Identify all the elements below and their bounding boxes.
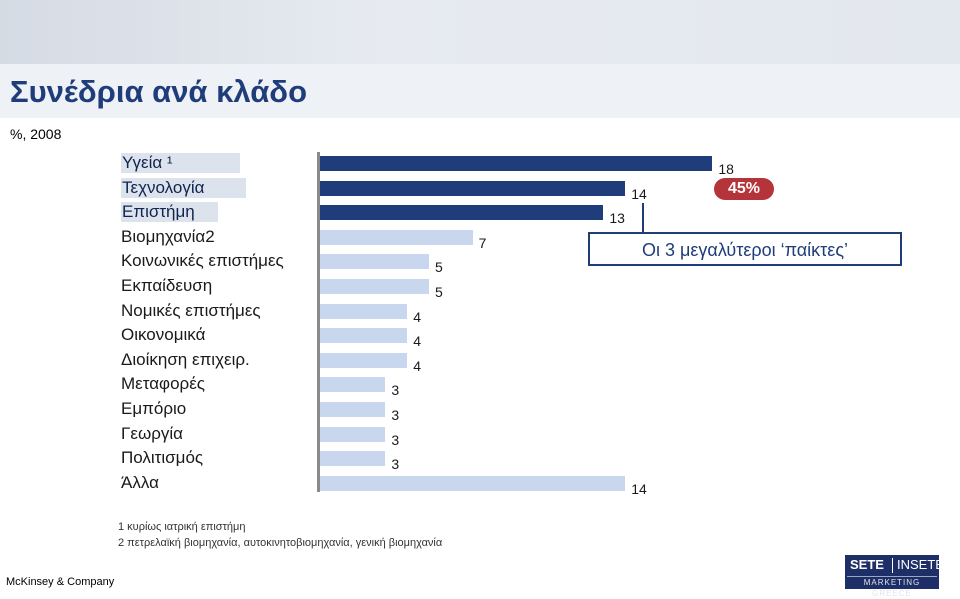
category-label: Οικονομικά [121,325,206,345]
value-label: 4 [413,357,421,374]
bar [320,156,713,171]
category-label: Επιστήμη [121,202,218,223]
logo-text-left: SETE [850,557,884,572]
bar [320,180,626,196]
callout-text: Οι 3 μεγαλύτεροι ‘παίκτες’ [642,240,848,260]
bar [320,451,386,467]
bar [320,377,386,393]
footnote-2: 2 πετρελαϊκή βιομηχανία, αυτοκινητοβιομη… [118,537,443,549]
category-axis-line [317,152,320,492]
category-label: Εμπόριο [121,399,187,418]
category-label: Κοινωνικές επιστήμες [121,251,284,271]
bar [320,352,408,368]
page-title: Συνέδρια ανά κλάδο [10,74,308,109]
bar [320,229,473,245]
value-label: 14 [631,480,647,497]
bar [320,426,386,442]
value-label: 4 [413,308,421,325]
value-label: 13 [609,210,625,227]
top-band [0,0,960,64]
category-label: Βιομηχανία2 [121,226,215,246]
category-label: Γεωργία [121,423,183,443]
category-label: Άλλα [121,472,159,492]
value-label: 14 [631,185,647,202]
category-label: Μεταφορές [121,374,205,394]
value-label: 5 [435,284,443,300]
category-label: Διοίκηση επιχειρ. [121,349,250,369]
value-label: 3 [391,456,400,473]
bar [320,254,429,270]
value-label: 4 [413,333,421,350]
bar [320,328,408,344]
footnote-1: 1 κυρίως ιατρική επιστήμη [118,521,246,533]
callout-connector [642,203,644,233]
share-badge: 45% [714,178,774,200]
value-label: 5 [435,259,443,276]
bar [320,279,429,294]
bar [320,475,626,491]
company-name: McKinsey & Company [6,576,115,588]
category-label: Νομικές επιστήμες [121,300,261,320]
sete-logo: SETE INSETE MARKETING GREECE [845,555,944,598]
value-label: 3 [391,407,400,423]
logo-text-right: INSETE [897,557,944,572]
category-label: Εκπαίδευση [121,276,213,295]
bar [320,402,386,417]
chart-subtitle: %, 2008 [10,126,62,142]
category-label: Υγεία ¹ [121,153,240,173]
category-label: Τεχνολογία [121,177,246,198]
title-band [0,64,960,118]
value-label: 3 [391,382,400,399]
value-label: 7 [478,234,487,251]
bar [320,205,604,221]
value-label: 18 [718,161,734,177]
category-label: Πολιτισμός [121,448,204,468]
logo-subtitle: MARKETING GREECE [847,576,937,598]
top-players-callout: Οι 3 μεγαλύτεροι ‘παίκτες’ [588,232,902,266]
logo-separator [892,558,893,573]
bar [320,303,408,319]
value-label: 3 [391,431,400,448]
